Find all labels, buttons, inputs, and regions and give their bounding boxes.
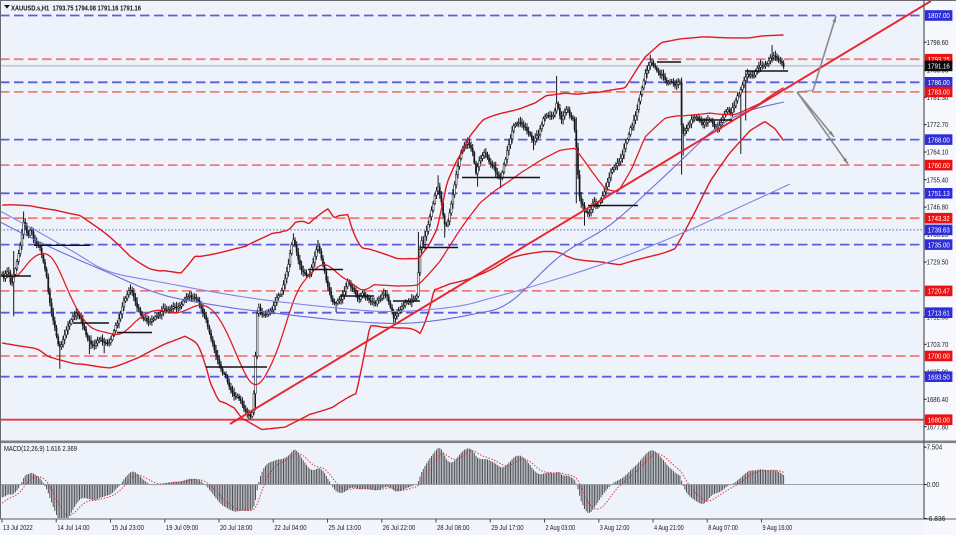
- svg-text:1677.80: 1677.80: [927, 422, 949, 431]
- svg-text:8 Aug 07:00: 8 Aug 07:00: [708, 523, 738, 532]
- svg-text:0.00: 0.00: [927, 480, 940, 489]
- svg-text:26 Jul 22:00: 26 Jul 22:00: [383, 523, 415, 532]
- svg-text:4 Aug 21:00: 4 Aug 21:00: [654, 523, 684, 532]
- svg-text:19 Jul 09:00: 19 Jul 09:00: [166, 523, 198, 532]
- svg-text:1700.00: 1700.00: [928, 352, 950, 361]
- svg-text:1735.00: 1735.00: [928, 240, 950, 249]
- svg-text:20 Jul 18:00: 20 Jul 18:00: [220, 523, 252, 532]
- svg-text:1772.70: 1772.70: [927, 120, 949, 129]
- svg-text:1807.00: 1807.00: [928, 11, 950, 20]
- svg-text:1729.50: 1729.50: [927, 258, 949, 267]
- svg-text:28 Jul 08:00: 28 Jul 08:00: [437, 523, 469, 532]
- svg-text:1760.00: 1760.00: [928, 161, 950, 170]
- svg-text:1798.60: 1798.60: [927, 38, 949, 47]
- svg-text:1781.30: 1781.30: [927, 93, 949, 102]
- svg-text:MACD(12,26,9) 1.616 2.369: MACD(12,26,9) 1.616 2.369: [4, 444, 77, 453]
- svg-text:-6.836: -6.836: [927, 514, 946, 523]
- svg-text:XAUUSD.s,H1 1793.75 1794.08 1: XAUUSD.s,H1 1793.75 1794.08 1791.16 1791…: [11, 4, 141, 13]
- svg-text:1713.61: 1713.61: [928, 308, 950, 317]
- svg-text:1768.00: 1768.00: [928, 135, 950, 144]
- svg-text:15 Jul 23:00: 15 Jul 23:00: [112, 523, 144, 532]
- svg-text:1720.47: 1720.47: [928, 287, 950, 296]
- svg-text:22 Jul 04:00: 22 Jul 04:00: [274, 523, 306, 532]
- svg-text:1739.63: 1739.63: [928, 226, 950, 235]
- svg-text:14 Jul 14:00: 14 Jul 14:00: [57, 523, 89, 532]
- svg-text:1746.80: 1746.80: [927, 203, 949, 212]
- svg-text:3 Aug 12:00: 3 Aug 12:00: [600, 523, 630, 532]
- svg-text:9 Aug 16:00: 9 Aug 16:00: [763, 523, 793, 532]
- svg-text:1793.25: 1793.25: [928, 55, 950, 64]
- svg-text:1786.00: 1786.00: [928, 78, 950, 87]
- svg-text:1686.40: 1686.40: [927, 395, 949, 404]
- svg-text:1783.00: 1783.00: [928, 88, 950, 97]
- svg-text:1751.13: 1751.13: [928, 189, 950, 198]
- svg-text:1743.32: 1743.32: [928, 214, 950, 223]
- svg-text:1680.00: 1680.00: [928, 415, 950, 424]
- svg-text:1703.70: 1703.70: [927, 340, 949, 349]
- svg-text:7.504: 7.504: [927, 443, 943, 452]
- svg-text:1693.50: 1693.50: [928, 372, 950, 381]
- svg-text:25 Jul 13:00: 25 Jul 13:00: [329, 523, 361, 532]
- svg-text:1755.40: 1755.40: [927, 175, 949, 184]
- svg-text:1764.10: 1764.10: [927, 148, 949, 157]
- svg-text:1791.16: 1791.16: [928, 62, 950, 71]
- svg-text:29 Jul 17:00: 29 Jul 17:00: [491, 523, 523, 532]
- svg-text:13 Jul 2022: 13 Jul 2022: [3, 523, 33, 532]
- svg-text:2 Aug 03:00: 2 Aug 03:00: [546, 523, 576, 532]
